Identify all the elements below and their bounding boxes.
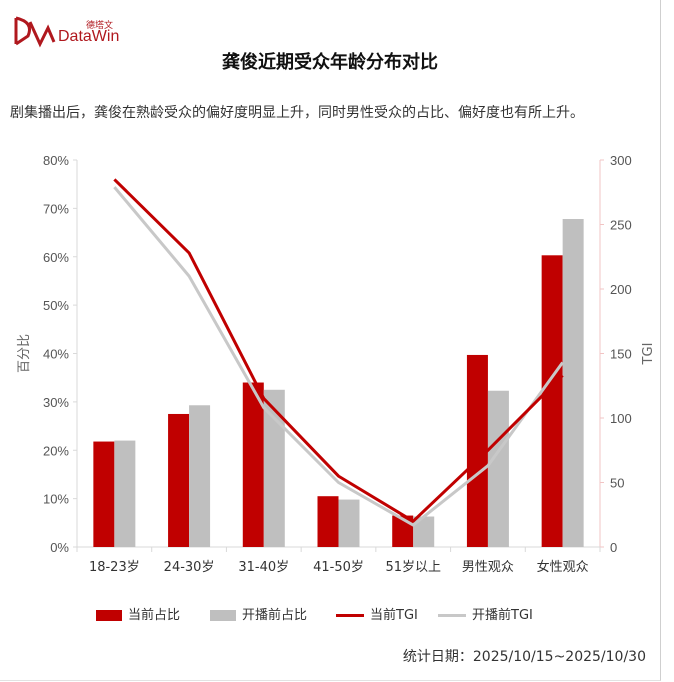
legend-label-current-share: 当前占比 [128, 608, 181, 623]
bar-current-share [242, 382, 264, 547]
y-left-tick-label: 10% [43, 492, 69, 507]
legend-item-prebroadcast-tgi: 开播前TGI [438, 604, 533, 623]
chart-title: 龚俊近期受众年龄分布对比 [222, 52, 438, 73]
x-tick-label: 31-40岁 [238, 560, 289, 575]
bar-prebroadcast-share [487, 390, 509, 547]
y-left-tick-label: 50% [43, 298, 69, 313]
x-tick-label: 24-30岁 [164, 560, 215, 575]
legend-item-current-share: 当前占比 [96, 604, 180, 623]
stat-date: 统计日期：2025/10/15~2025/10/30 [402, 649, 646, 665]
y-right-tick-label: 250 [610, 218, 632, 233]
line-prebroadcast-tgi [113, 186, 564, 527]
y-left-tick-label: 80% [43, 153, 69, 168]
chart-svg: 0% 10% 20% 30% 40% 50% 60% 70% 80% 0 50 100 150 200 25… [17, 153, 656, 575]
y-left-tick-label: 30% [43, 395, 69, 410]
y-left-axis-title: 百分比 [17, 334, 32, 373]
bar-prebroadcast-share [562, 219, 584, 547]
x-tick-label: 41-50岁 [313, 560, 364, 575]
datawin-logo [14, 16, 56, 48]
y-left-tick-label: 60% [43, 250, 69, 265]
legend-swatch-prebroadcast-tgi [438, 614, 466, 617]
bar-current-share [541, 255, 563, 547]
x-tick-label: 18-23岁 [89, 560, 140, 575]
y-right-tick-label: 300 [610, 153, 632, 168]
bar-current-share [93, 441, 115, 547]
legend-item-prebroadcast-share: 开播前占比 [210, 604, 307, 623]
bar-current-share [317, 496, 339, 547]
legend-label-prebroadcast-tgi: 开播前TGI [472, 608, 533, 623]
bar-prebroadcast-share [263, 389, 285, 547]
card-frame [0, 0, 661, 681]
legend-label-current-tgi: 当前TGI [370, 608, 418, 623]
y-right-tick-label: 50 [610, 476, 624, 491]
x-tick-label: 51岁以上 [385, 560, 441, 575]
line-current-tgi [113, 178, 564, 523]
logo-english-text: DataWin [58, 28, 120, 45]
bar-current-share [168, 413, 190, 547]
y-left-tick-label: 0% [50, 540, 69, 555]
y-left-tick-label: 20% [43, 443, 69, 458]
bar-prebroadcast-share [189, 405, 211, 547]
chart-subtitle: 剧集播出后，龚俊在熟龄受众的偏好度明显上升，同时男性受众的占比、偏好度也有所上升… [10, 105, 584, 121]
y-left-tick-label: 70% [43, 201, 69, 216]
bar-current-share [466, 354, 488, 547]
legend-swatch-current-tgi [336, 614, 364, 617]
y-right-tick-label: 150 [610, 347, 632, 362]
y-left-tick-label: 40% [43, 347, 69, 362]
bar-prebroadcast-share [413, 516, 435, 547]
y-right-tick-label: 0 [610, 540, 617, 555]
bar-prebroadcast-share [114, 440, 136, 547]
y-right-tick-label: 200 [610, 282, 632, 297]
legend-item-current-tgi: 当前TGI [336, 604, 418, 623]
logo-chinese-text: 德塔文 [86, 21, 114, 31]
legend-swatch-current-share [96, 610, 122, 621]
x-tick-label: 女性观众 [537, 559, 589, 575]
bar-prebroadcast-share [338, 499, 360, 547]
legend-swatch-prebroadcast-share [210, 610, 236, 621]
y-right-tick-label: 100 [610, 411, 632, 426]
y-right-axis-title: TGI [641, 343, 656, 366]
legend-label-prebroadcast-share: 开播前占比 [242, 608, 308, 623]
x-tick-label: 男性观众 [462, 560, 514, 575]
